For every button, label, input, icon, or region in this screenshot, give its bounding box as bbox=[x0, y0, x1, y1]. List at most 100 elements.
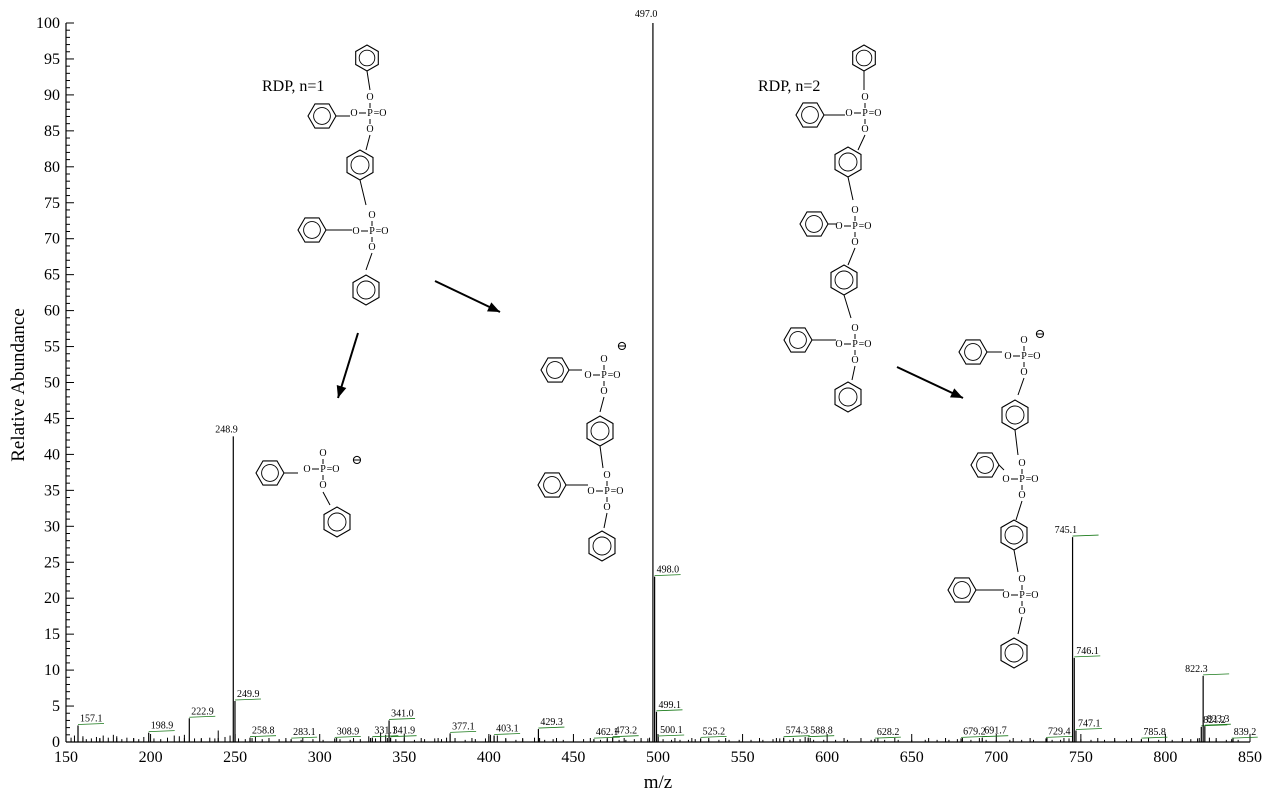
oxygen-atom: O bbox=[851, 355, 858, 366]
phenyl-ring bbox=[297, 217, 327, 243]
ring-aromatic-circle bbox=[1005, 405, 1025, 425]
phenylene-ring bbox=[830, 264, 858, 296]
peak-label: 462.1 bbox=[596, 727, 619, 738]
peak-label-leader bbox=[700, 736, 727, 738]
peak-label-leader bbox=[1141, 736, 1168, 739]
peak-label: 429.3 bbox=[540, 717, 563, 728]
oxygen-atom: O bbox=[1020, 335, 1027, 346]
peak-label-leader bbox=[494, 733, 521, 735]
ring-aromatic-circle bbox=[303, 221, 321, 239]
oxygen-atom: O bbox=[603, 502, 610, 513]
x-tick-label: 850 bbox=[1238, 749, 1262, 766]
phosphorus-atom: P bbox=[369, 226, 375, 237]
peak-label: 500.1 bbox=[660, 725, 683, 736]
noise-peaks bbox=[70, 730, 1239, 742]
oxygen-atom: O bbox=[319, 480, 326, 491]
ring-aromatic-circle bbox=[313, 107, 331, 125]
oxygen-atom: O bbox=[851, 205, 858, 216]
x-tick-label: 250 bbox=[223, 749, 247, 766]
x-tick-label: 750 bbox=[1069, 749, 1093, 766]
double-bond-oxygen: =O bbox=[374, 108, 387, 119]
phosphorus-atom: P bbox=[601, 370, 607, 381]
ring-aromatic-circle bbox=[834, 270, 854, 290]
peak-label-leader bbox=[250, 735, 277, 738]
phenyl-ring bbox=[783, 327, 813, 353]
oxygen-atom: O bbox=[319, 448, 326, 459]
peak-label: 745.1 bbox=[1055, 525, 1078, 536]
phenyl-ring bbox=[537, 472, 567, 498]
ring-hexagon bbox=[323, 506, 351, 538]
peak-label-leader bbox=[654, 574, 681, 577]
y-tick-label: 75 bbox=[44, 195, 60, 212]
peak-label: 729.4 bbox=[1048, 726, 1071, 737]
x-tick-label: 150 bbox=[54, 749, 78, 766]
bond bbox=[603, 512, 608, 529]
peak-label-leader bbox=[783, 735, 810, 738]
peak-label: 821.2 bbox=[1203, 715, 1226, 726]
oxygen-atom: O bbox=[587, 486, 594, 497]
phenylene-ring bbox=[346, 149, 374, 181]
y-tick-label: 45 bbox=[44, 410, 60, 427]
arrow-shaft bbox=[896, 366, 964, 399]
x-tick-label: 400 bbox=[477, 749, 501, 766]
phenyl-ring bbox=[352, 274, 380, 306]
oxygen-atom: O bbox=[600, 354, 607, 365]
oxygen-atom: O bbox=[1018, 574, 1025, 585]
phenyl-ring bbox=[795, 102, 825, 128]
peak-label: 588.8 bbox=[810, 726, 833, 737]
ring-aromatic-circle bbox=[838, 152, 858, 172]
oxygen-atom: O bbox=[1018, 606, 1025, 617]
ring-aromatic-circle bbox=[327, 512, 347, 532]
oxygen-atom: O bbox=[600, 386, 607, 397]
oxygen-atom: O bbox=[1004, 351, 1011, 362]
y-tick-label: 85 bbox=[44, 123, 60, 140]
ring-hexagon bbox=[970, 452, 1000, 478]
peak-label-leader bbox=[234, 698, 261, 701]
peak-label-leader bbox=[593, 736, 620, 739]
peak-label: 498.0 bbox=[657, 565, 680, 576]
ring-aromatic-circle bbox=[546, 361, 564, 379]
peak-label-leader bbox=[1231, 736, 1258, 739]
oxygen-atom: O bbox=[851, 237, 858, 248]
ring-aromatic-circle bbox=[358, 49, 376, 67]
oxygen-atom: O bbox=[603, 470, 610, 481]
ring-aromatic-circle bbox=[953, 581, 971, 599]
peak-label-leader bbox=[334, 736, 361, 738]
peak-label: 747.1 bbox=[1078, 718, 1101, 729]
oxygen-atom: O bbox=[366, 92, 373, 103]
double-bond-oxygen: =O bbox=[1026, 590, 1039, 601]
phenyl-ring bbox=[540, 357, 570, 383]
ring-aromatic-circle bbox=[356, 280, 376, 300]
phenyl-ring bbox=[355, 44, 379, 72]
bond bbox=[847, 247, 856, 266]
phenyl-ring bbox=[323, 506, 351, 538]
peak-label: 341.9 bbox=[393, 726, 416, 737]
peak-label: 823.3 bbox=[1207, 714, 1230, 725]
double-bond-oxygen: =O bbox=[1028, 351, 1041, 362]
peak-label-leader bbox=[874, 736, 901, 739]
peak-label: 157.1 bbox=[80, 713, 103, 724]
ring-hexagon bbox=[352, 274, 380, 306]
oxygen-atom: O bbox=[861, 92, 868, 103]
peak-label: 198.9 bbox=[151, 721, 174, 732]
peak-label-leader bbox=[1072, 534, 1099, 537]
peak-label-leader bbox=[148, 730, 175, 733]
peak-label-leader bbox=[389, 718, 416, 720]
peak-label-leader bbox=[372, 735, 399, 738]
annotation-rdp-n1: RDP, n=1 bbox=[262, 78, 324, 95]
y-tick-label: 50 bbox=[44, 375, 60, 392]
oxygen-atom: O bbox=[861, 124, 868, 135]
oxygen-atom: O bbox=[851, 323, 858, 334]
oxygen-atom: O bbox=[1002, 474, 1009, 485]
oxygen-atom: O bbox=[835, 221, 842, 232]
ring-hexagon bbox=[1000, 637, 1028, 669]
y-tick-label: 60 bbox=[44, 303, 60, 320]
peak-label-leader bbox=[808, 735, 835, 738]
peak-label-leader bbox=[1203, 673, 1230, 676]
peak-label: 248.9 bbox=[215, 424, 238, 435]
ring-hexagon bbox=[799, 211, 829, 237]
phenyl-ring bbox=[834, 381, 862, 413]
ring-aromatic-circle bbox=[801, 106, 819, 124]
oxygen-atom: O bbox=[350, 108, 357, 119]
peak-label: 746.1 bbox=[1076, 646, 1099, 657]
